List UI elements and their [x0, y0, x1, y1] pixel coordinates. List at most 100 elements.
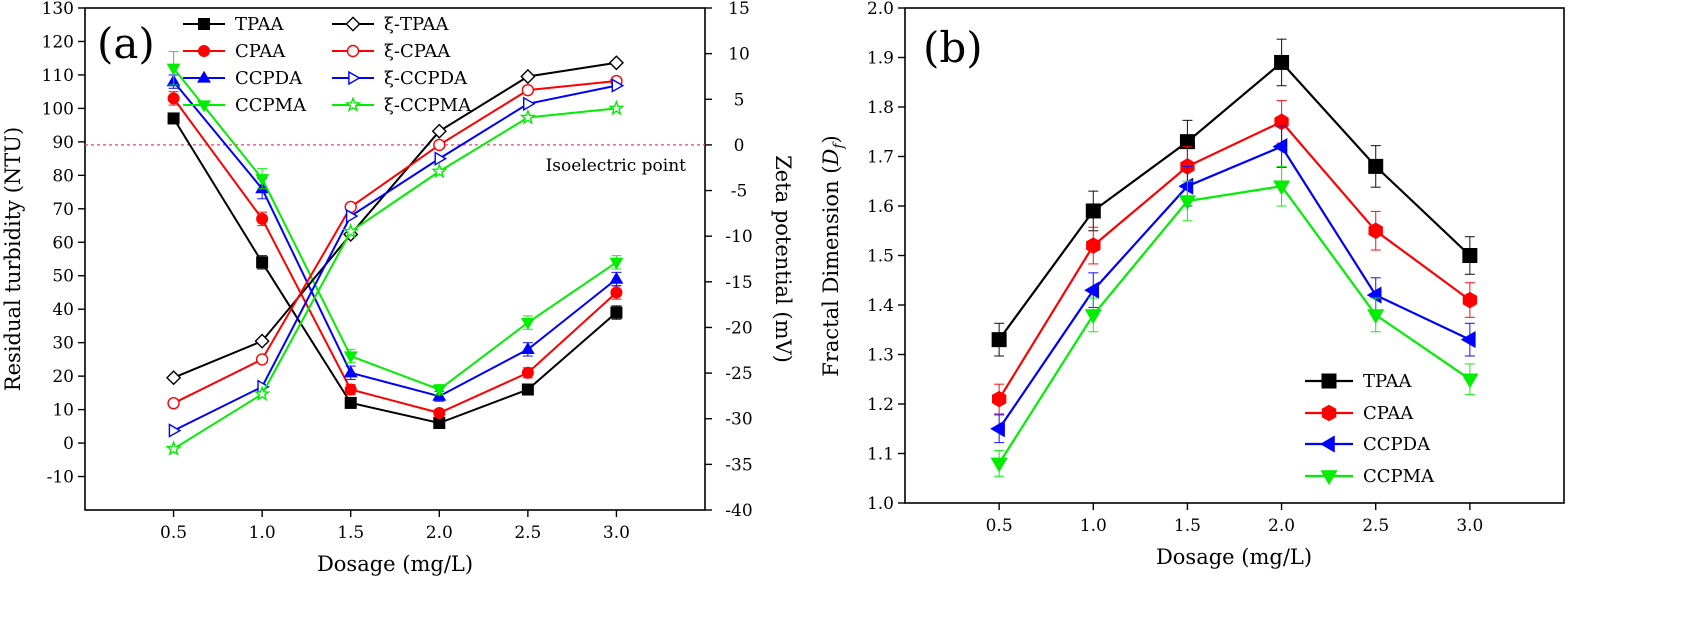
y2-tick-label: 5: [734, 90, 745, 110]
x-tick-label: 1.5: [1174, 516, 1201, 536]
data-point-zeta-ccpda: [523, 96, 536, 112]
data-point-zeta-ccpma: [165, 440, 182, 456]
y-tick-label: 80: [52, 166, 74, 186]
y-tick-label: 70: [52, 200, 74, 220]
legend-label: CCPDA: [235, 68, 303, 89]
legend-label: ξ-TPAA: [384, 14, 449, 35]
x-tick-label: 0.5: [160, 523, 187, 543]
data-point-zeta-tpaa: [166, 370, 182, 386]
chart-b-legend: TPAA CPAA CCPDA CCPMA: [1305, 371, 1435, 487]
series-line-ccpda: [172, 80, 618, 398]
data-point-ccpma: [432, 384, 447, 397]
legend-item-zeta-ccpma: ξ-CCPMA: [332, 95, 472, 116]
series-line-ccpda: [998, 145, 1471, 430]
y-tick-label: 1.5: [867, 247, 894, 267]
data-point-ccpma: [1084, 309, 1102, 324]
y2-tick-label: -5: [731, 182, 748, 202]
data-point-zeta-ccpda: [345, 208, 359, 224]
chart-a: (a) Dosage (mg/L) Residual turbidity (NT…: [1, 0, 795, 576]
data-point-cpaa: [610, 286, 623, 299]
data-point-cpaa: [344, 383, 357, 396]
series-ccpda: [990, 125, 1476, 444]
data-point-cpaa: [167, 92, 180, 105]
legend-label: CCPDA: [1363, 434, 1431, 455]
data-point-ccpma: [990, 457, 1008, 473]
data-point-cpaa: [1086, 237, 1101, 254]
series-zeta-ccpma: [165, 99, 625, 456]
chart-b-panel-label: (b): [923, 23, 983, 72]
legend-marker-ccpma: [1320, 470, 1338, 486]
y-tick-label: 1.1: [867, 445, 894, 465]
x-tick-label: 1.5: [337, 523, 364, 543]
chart-b: (b) Dosage (mg/L) Fractal Dimension (Df)…: [819, 0, 1565, 569]
chart-a-y2-ticks: -40 -35 -30 -25 -20 -15 -10 -5 0 5 10 15: [705, 0, 753, 521]
data-point-zeta-cpaa: [521, 83, 535, 97]
legend-label: CCPMA: [1363, 466, 1435, 487]
legend-label: TPAA: [1363, 371, 1412, 392]
series-line-zeta-ccpma: [173, 107, 617, 450]
data-point-ccpma: [520, 318, 535, 330]
data-point-tpaa: [344, 396, 357, 409]
y-tick-label: 1.0: [867, 494, 894, 514]
data-point-tpaa: [1085, 203, 1101, 219]
legend-label: ξ-CPAA: [384, 41, 451, 62]
y-tick-label: -10: [47, 468, 74, 488]
y-tick-label: 1.9: [867, 49, 894, 69]
series-cpaa: [167, 91, 623, 419]
legend-label: CPAA: [235, 41, 286, 62]
data-point-zeta-cpaa: [255, 353, 269, 366]
legend-item-zeta-tpaa: ξ-TPAA: [332, 14, 449, 35]
series-line-cpaa: [172, 97, 618, 414]
y2-tick-label: 15: [728, 0, 750, 19]
legend-item-tpaa: TPAA: [1305, 371, 1412, 392]
data-point-zeta-ccpma: [431, 162, 448, 179]
y-tick-label: 1.4: [867, 296, 894, 316]
x-tick-label: 1.0: [249, 523, 276, 543]
data-point-ccpma: [1178, 195, 1196, 211]
x-tick-label: 2.0: [426, 523, 453, 543]
y-tick-label: 100: [42, 99, 74, 119]
data-point-ccpma: [343, 351, 358, 364]
series-cpaa: [992, 100, 1477, 415]
legend-marker-zeta-ccpma: [344, 96, 362, 112]
legend-label: ξ-CCPDA: [384, 68, 468, 89]
data-point-zeta-tpaa: [520, 68, 536, 85]
y2-tick-label: -35: [725, 455, 752, 475]
legend-item-ccpda: CCPDA: [1305, 434, 1431, 455]
data-point-zeta-ccpma: [608, 99, 625, 116]
legend-marker-tpaa: [1321, 373, 1337, 389]
y2-tick-label: -40: [725, 501, 752, 521]
y2-tick-label: -10: [725, 227, 752, 247]
data-point-zeta-tpaa: [608, 55, 624, 71]
chart-b-y-axis-title-sub: f: [831, 141, 847, 150]
data-point-cpaa: [521, 366, 534, 379]
chart-b-series: [990, 38, 1479, 477]
data-point-zeta-cpaa: [433, 138, 446, 152]
series-line-zeta-tpaa: [173, 61, 617, 379]
legend-label: ξ-CCPMA: [384, 95, 472, 116]
data-point-zeta-ccpma: [519, 108, 536, 125]
series-ccpma: [166, 50, 624, 397]
data-point-tpaa: [1462, 248, 1478, 263]
data-point-zeta-ccpma: [342, 222, 359, 239]
data-point-tpaa: [521, 383, 534, 396]
data-point-tpaa: [256, 256, 269, 269]
chart-a-frame: [84, 7, 706, 511]
y-tick-label: 130: [42, 0, 74, 19]
legend-marker-zeta-ccpda: [348, 70, 361, 86]
chart-a-panel-label: (a): [97, 19, 155, 68]
legend-marker-ccpma: [197, 100, 211, 113]
data-point-tpaa: [167, 112, 180, 125]
legend-item-zeta-cpaa: ξ-CPAA: [332, 41, 451, 62]
data-point-ccpma: [166, 63, 181, 76]
series-ccpma: [990, 165, 1479, 477]
data-point-tpaa: [1274, 54, 1290, 70]
legend-marker-zeta-cpaa: [346, 44, 360, 58]
y2-tick-label: -25: [725, 364, 752, 384]
y-tick-label: 0: [63, 434, 74, 454]
legend-item-ccpma: CCPMA: [183, 95, 307, 116]
y-tick-label: 1.3: [867, 346, 894, 366]
series-line-tpaa: [172, 117, 618, 425]
series-zeta-tpaa: [166, 55, 624, 386]
